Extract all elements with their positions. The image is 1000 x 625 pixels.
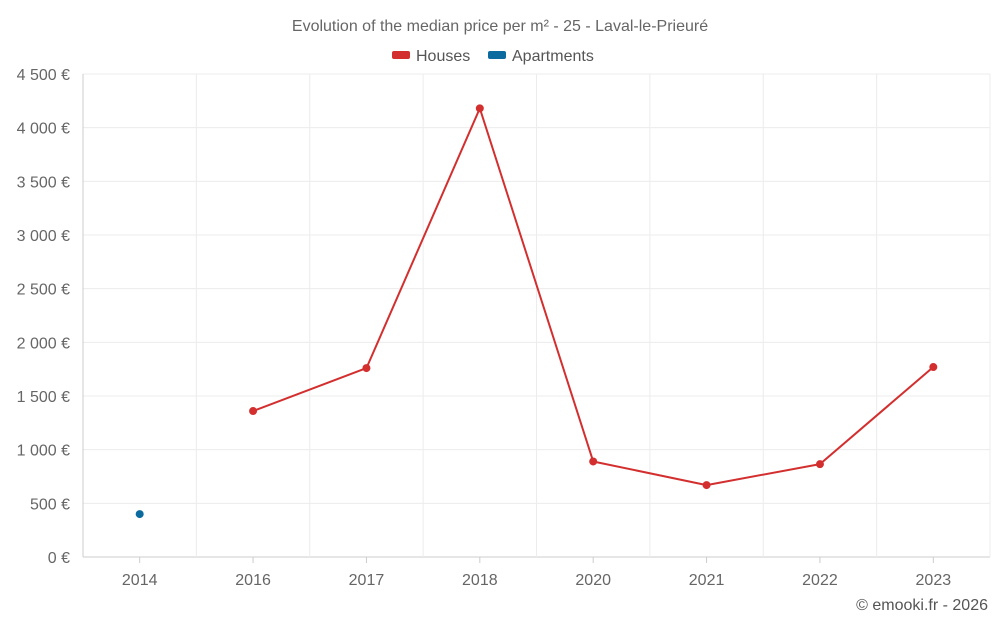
data-point-houses[interactable] bbox=[815, 460, 824, 469]
data-point-houses[interactable] bbox=[475, 104, 484, 113]
legend-label-houses[interactable]: Houses bbox=[416, 48, 470, 65]
x-tick-label: 2016 bbox=[235, 572, 271, 589]
y-tick-label: 3 000 € bbox=[17, 228, 70, 245]
x-tick-label: 2020 bbox=[575, 572, 611, 589]
series-line-houses bbox=[252, 107, 934, 487]
x-tick-label: 2018 bbox=[462, 572, 498, 589]
x-axis-ticks: 2014 2016 2017 2018 2020 2021 2022 2023 bbox=[122, 557, 951, 589]
legend: Houses Apartments bbox=[392, 48, 594, 65]
series bbox=[135, 104, 938, 519]
y-axis-ticks: 0 € 500 € 1 000 € 1 500 € 2 000 € 2 500 € 3 00… bbox=[17, 67, 70, 567]
y-tick-label: 3 500 € bbox=[17, 174, 70, 191]
data-point-houses[interactable] bbox=[362, 364, 371, 373]
legend-swatch-apartments bbox=[488, 51, 506, 59]
x-tick-label: 2022 bbox=[802, 572, 838, 589]
legend-label-apartments[interactable]: Apartments bbox=[512, 48, 594, 65]
credit-text: © emooki.fr - 2026 bbox=[856, 597, 988, 614]
y-tick-label: 2 500 € bbox=[17, 282, 70, 299]
x-tick-label: 2021 bbox=[689, 572, 725, 589]
grid bbox=[82, 73, 991, 558]
y-tick-label: 2 000 € bbox=[17, 335, 70, 352]
x-tick-label: 2023 bbox=[916, 572, 952, 589]
chart-title: Evolution of the median price per m² - 2… bbox=[292, 18, 708, 35]
data-point-houses[interactable] bbox=[929, 363, 938, 372]
data-point-houses[interactable] bbox=[702, 481, 711, 490]
y-tick-label: 1 500 € bbox=[17, 389, 70, 406]
legend-swatch-houses bbox=[392, 51, 410, 59]
y-tick-label: 4 500 € bbox=[17, 67, 70, 84]
y-tick-label: 500 € bbox=[30, 496, 70, 513]
data-point-houses[interactable] bbox=[249, 407, 258, 416]
data-point-apartments[interactable] bbox=[135, 510, 144, 519]
y-tick-label: 1 000 € bbox=[17, 443, 70, 460]
y-tick-label: 4 000 € bbox=[17, 121, 70, 138]
data-point-houses[interactable] bbox=[589, 457, 598, 466]
x-tick-label: 2017 bbox=[349, 572, 385, 589]
x-tick-label: 2014 bbox=[122, 572, 158, 589]
y-tick-label: 0 € bbox=[48, 550, 70, 567]
